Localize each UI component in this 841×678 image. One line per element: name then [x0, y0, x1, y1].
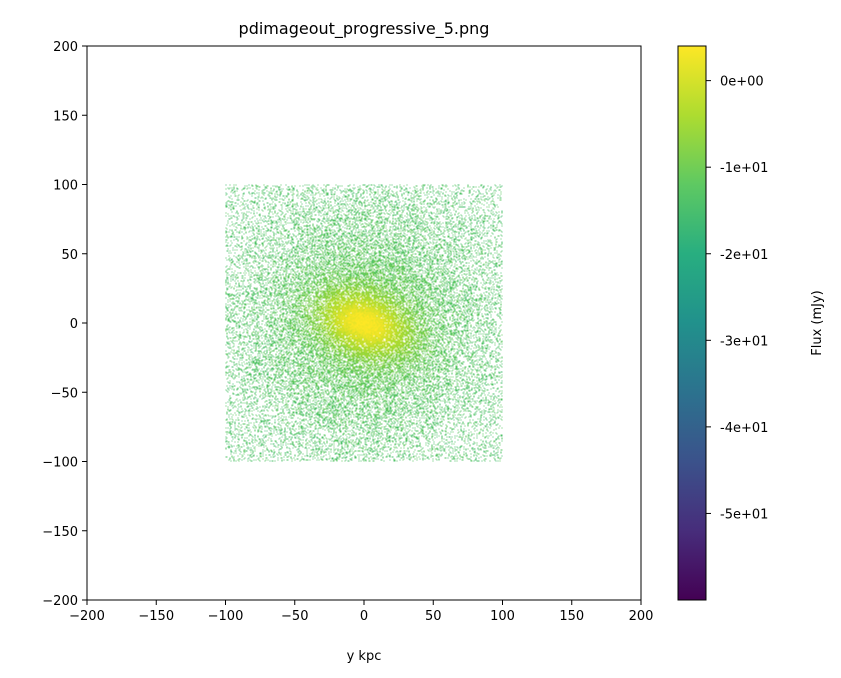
y-tick-label: 100	[53, 179, 78, 194]
x-tick-label: 200	[629, 609, 654, 624]
chart-title: pdimageout_progressive_5.png	[239, 19, 490, 39]
colorbar-tick-label: -5e+01	[720, 507, 768, 522]
heatmap-image	[225, 184, 503, 462]
x-tick-label: 0	[360, 609, 368, 624]
y-axis: −200 −150 −100 −50 0 50 100 150 200	[42, 40, 87, 609]
heatmap-raster	[225, 184, 503, 462]
x-tick-label: −50	[281, 609, 308, 624]
x-tick-label: 150	[559, 609, 584, 624]
y-tick-label: 150	[53, 109, 78, 124]
y-tick-label: 200	[53, 40, 78, 55]
colorbar-label: Flux (mJy)	[810, 290, 825, 356]
y-tick-label: 50	[61, 248, 78, 263]
colorbar-tick-label: 0e+00	[720, 75, 764, 90]
colorbar-tick-label: -1e+01	[720, 161, 768, 176]
y-tick-label: −200	[42, 594, 78, 609]
y-tick-label: −50	[51, 386, 78, 401]
colorbar	[677, 45, 707, 601]
colorbar-tick-label: -4e+01	[720, 421, 768, 436]
x-tick-label: −200	[69, 609, 105, 624]
x-tick-label: 100	[490, 609, 515, 624]
x-axis-label: y kpc	[347, 649, 382, 664]
x-tick-label: −150	[138, 609, 174, 624]
y-tick-label: −150	[42, 525, 78, 540]
colorbar-tick-label: -3e+01	[720, 334, 768, 349]
x-tick-label: 50	[425, 609, 442, 624]
y-tick-label: −100	[42, 456, 78, 471]
x-tick-label: −100	[208, 609, 244, 624]
colorbar-axis: 0e+00 -1e+01 -2e+01 -3e+01 -4e+01 -5e+01	[706, 75, 768, 522]
colorbar-tick-label: -2e+01	[720, 248, 768, 263]
y-tick-label: 0	[70, 317, 78, 332]
x-axis: −200 −150 −100 −50 0 50 100 150 200	[69, 600, 653, 624]
